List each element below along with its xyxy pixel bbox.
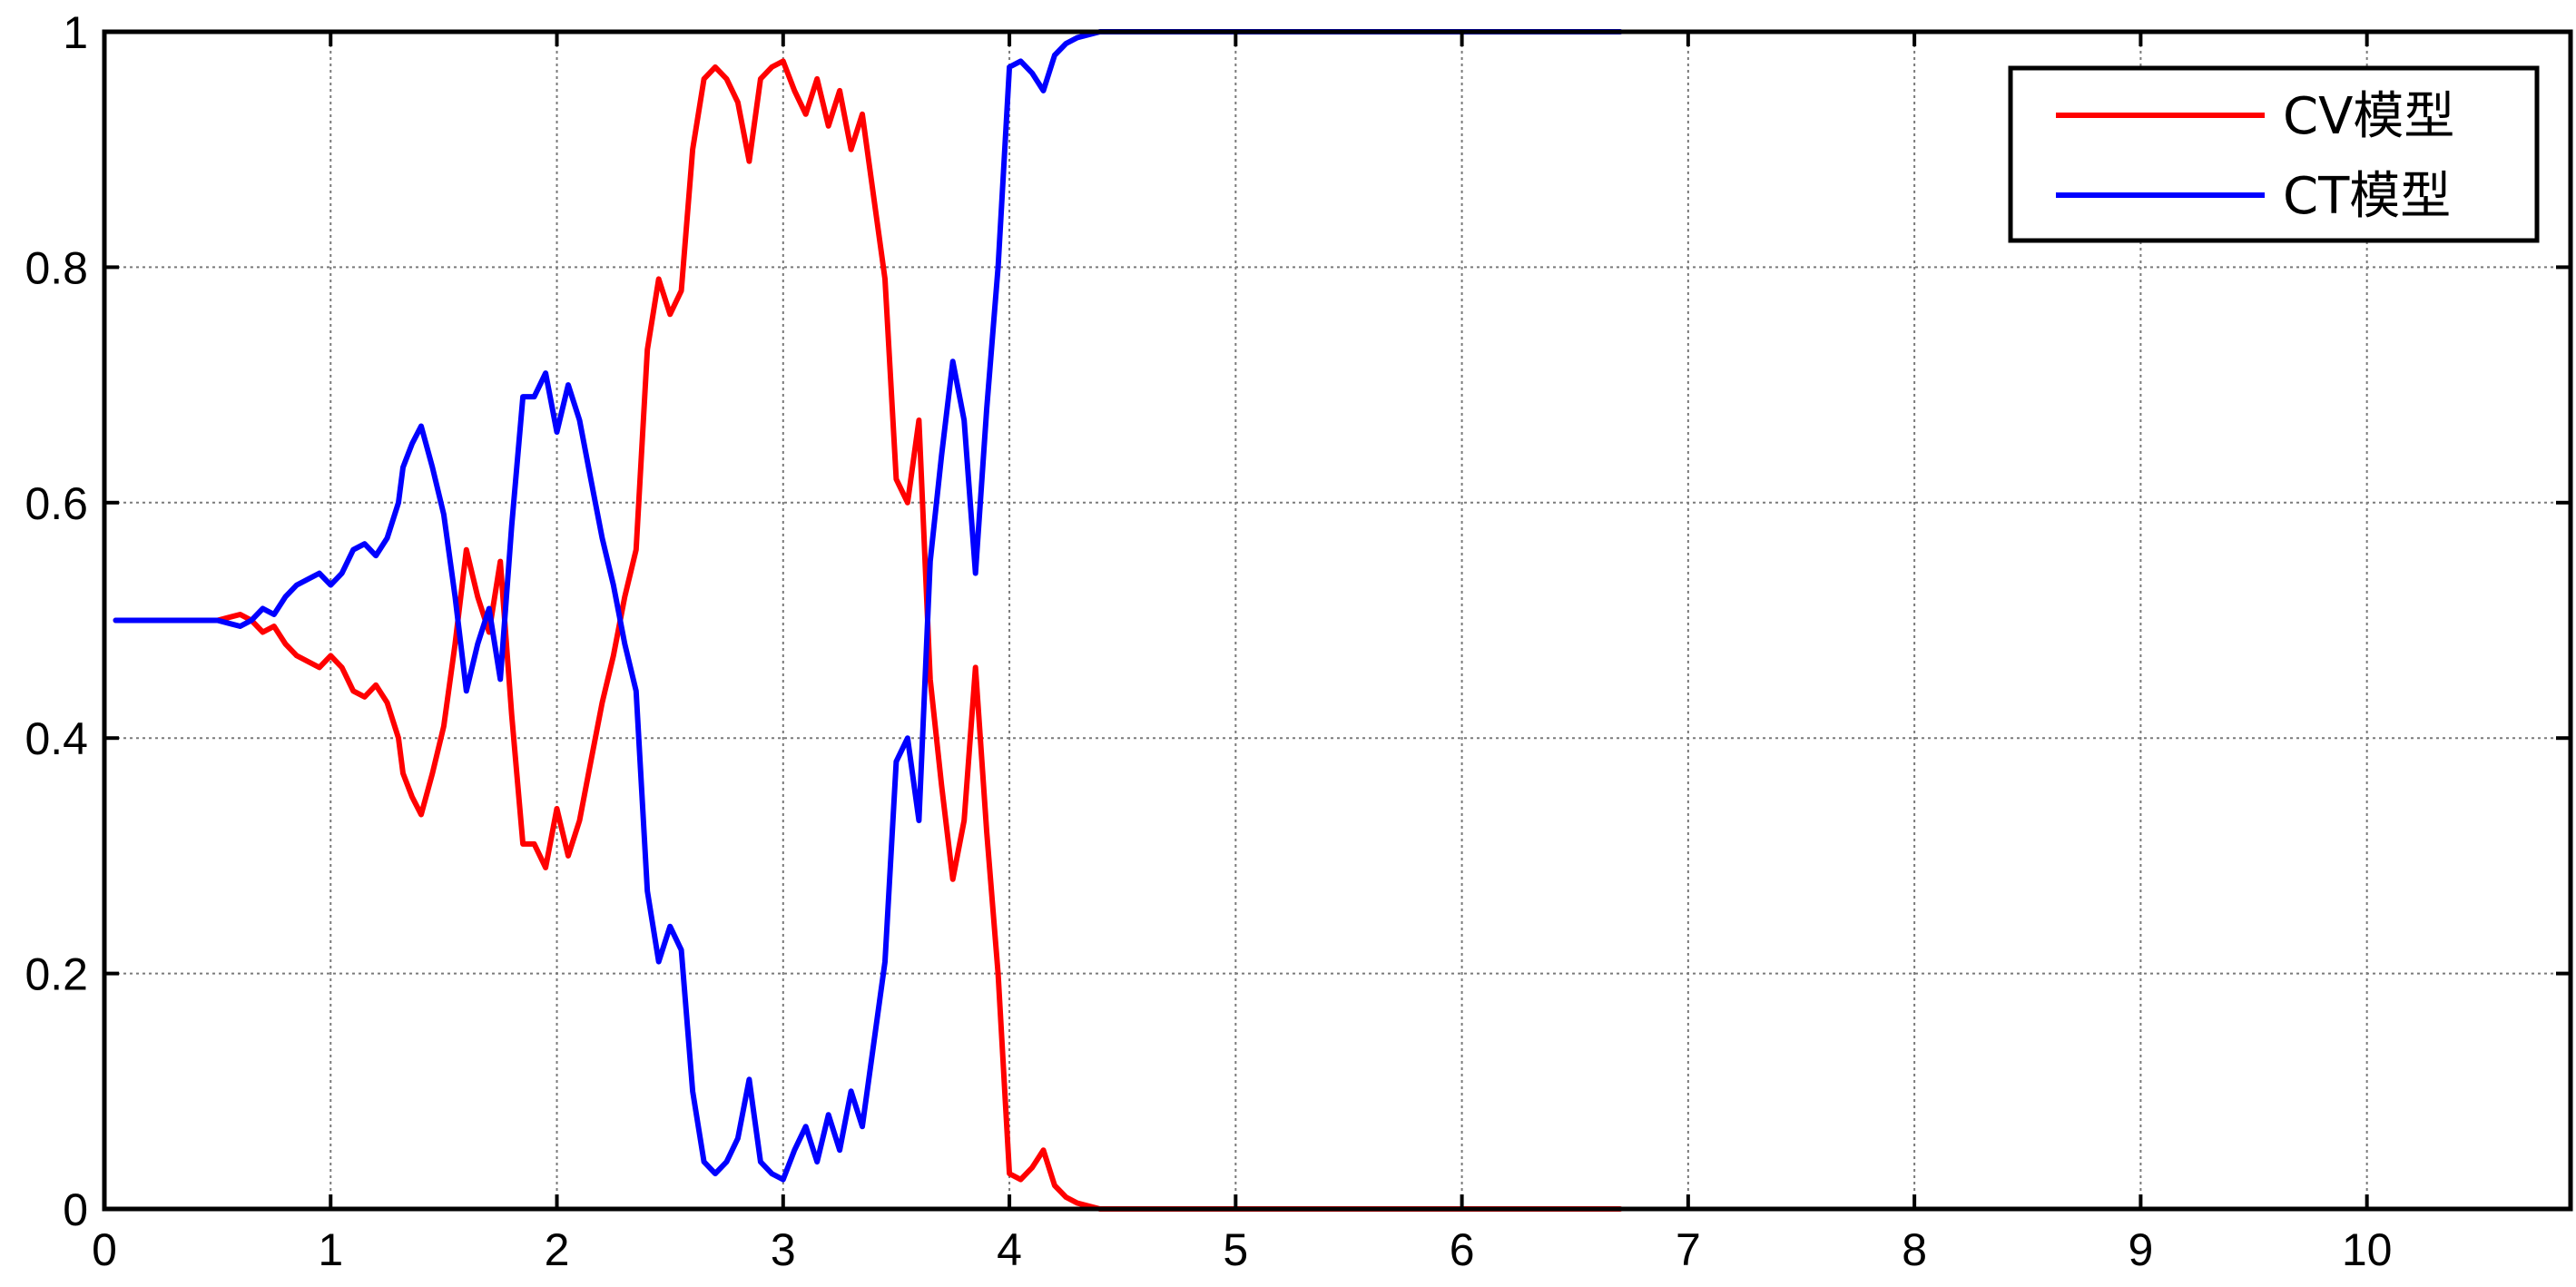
x-tick-label: 6	[1450, 1224, 1475, 1275]
x-axis-tick-labels: 0 1 2 3 4 5 6 7 8 9 10	[92, 1224, 2392, 1275]
y-tick-label: 0.8	[25, 242, 88, 293]
x-tick-label: 4	[997, 1224, 1022, 1275]
y-tick-label: 1	[63, 7, 88, 58]
x-tick-label: 10	[2342, 1224, 2393, 1275]
legend-label: CV模型	[2283, 87, 2454, 146]
legend-box	[2008, 65, 2540, 243]
x-tick-label: 8	[1902, 1224, 1927, 1275]
plot-frame	[102, 29, 2573, 1212]
x-tick-label: 7	[1676, 1224, 1701, 1275]
x-tick-label: 3	[771, 1224, 796, 1275]
y-tick-label: 0	[63, 1184, 88, 1235]
y-tick-label: 0.4	[25, 713, 88, 764]
y-axis-tick-labels: 0 0.2 0.4 0.6 0.8 1	[25, 7, 88, 1235]
y-tick-label: 0.2	[25, 949, 88, 1000]
y-tick-label: 0.6	[25, 478, 88, 529]
legend: CV模型 CT模型	[2008, 65, 2540, 243]
x-tick-label: 5	[1223, 1224, 1248, 1275]
x-tick-label: 2	[545, 1224, 570, 1275]
series-line-1	[113, 29, 1624, 1183]
axis-ticks	[103, 30, 2571, 1211]
x-tick-label: 9	[2128, 1224, 2153, 1275]
x-tick-label: 1	[318, 1224, 343, 1275]
series-lines	[113, 29, 1624, 1212]
series-line-0	[113, 58, 1624, 1212]
gridlines	[104, 32, 2571, 1209]
legend-label: CT模型	[2283, 167, 2451, 226]
x-tick-label: 0	[92, 1224, 117, 1275]
